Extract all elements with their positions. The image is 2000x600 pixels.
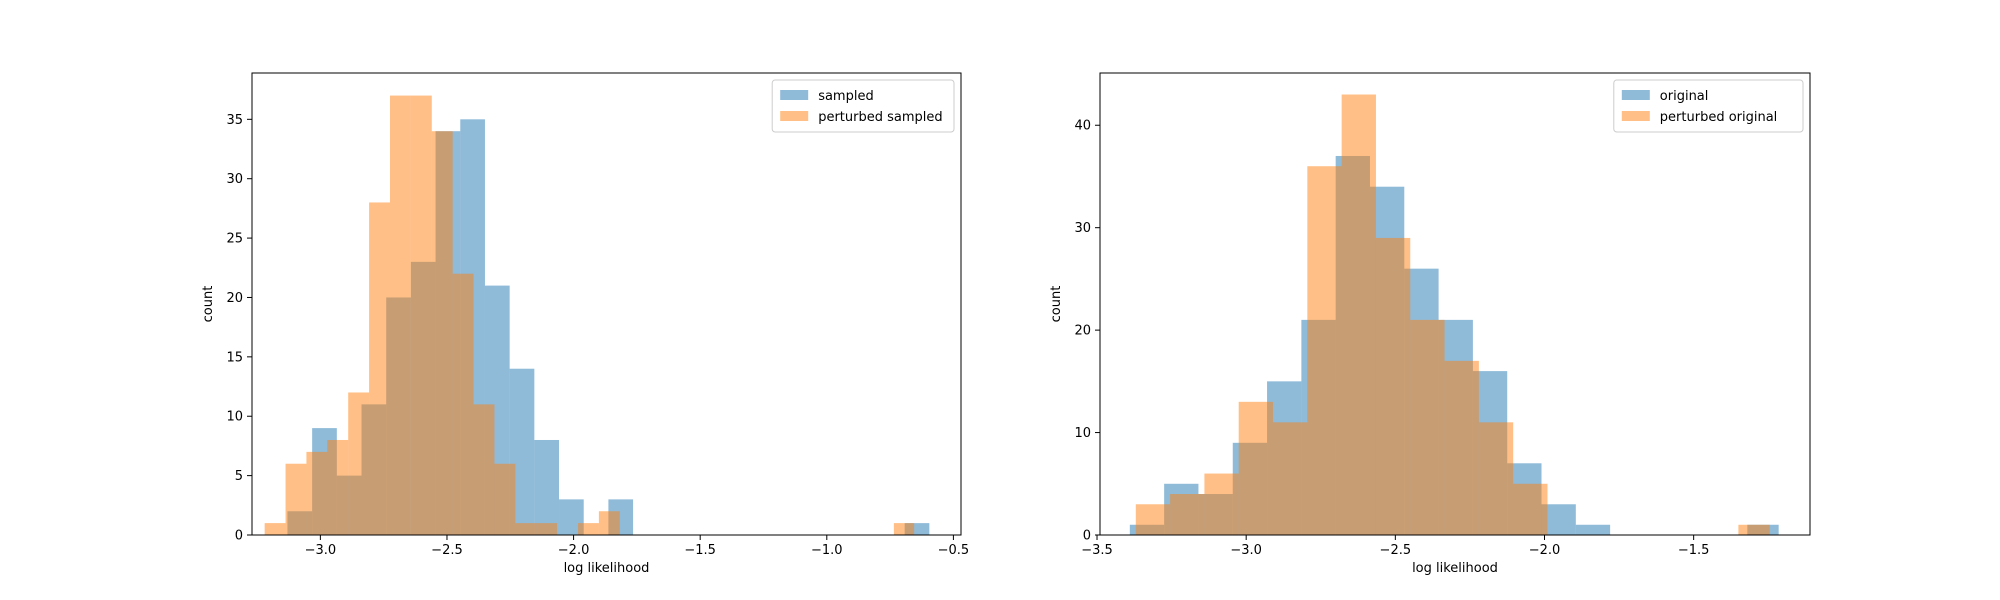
histogram-panel-2: −3.5 −3.0 −2.5 −2.0 −1.5 0 10 20 30 40 log likelih… — [1049, 72, 1811, 576]
histogram-panel-1: −3.0 −2.5 −2.0 −1.5 −1.0 −0.5 0 5 10 15 20 25 30 35 lo… — [201, 72, 970, 576]
legend-label: perturbed sampled — [818, 110, 942, 125]
plot-area — [264, 95, 930, 535]
y-tick-label: 20 — [226, 291, 243, 306]
series-2 — [264, 95, 915, 535]
bar — [1478, 422, 1514, 535]
x-tick-label: −2.0 — [558, 543, 590, 558]
x-tick-label: −3.0 — [305, 543, 337, 558]
y-axis: 0 10 20 30 40 — [1074, 119, 1100, 544]
series-2 — [1135, 94, 1770, 535]
x-axis: −3.5 −3.0 −2.5 −2.0 −1.5 — [1081, 535, 1709, 558]
y-tick-label: 40 — [1074, 119, 1091, 134]
legend-box — [1613, 79, 1804, 133]
bar — [904, 523, 930, 535]
axes-frame — [1099, 72, 1811, 536]
x-axis-label: log likelihood — [564, 561, 650, 576]
legend-box — [771, 79, 955, 133]
bar — [452, 273, 474, 535]
bar — [534, 439, 560, 535]
y-tick-label: 35 — [226, 113, 243, 128]
y-axis-label: count — [1049, 286, 1064, 323]
x-tick-label: −2.0 — [1529, 543, 1561, 558]
y-tick-label: 20 — [1074, 324, 1091, 339]
x-tick-label: −2.5 — [1380, 543, 1412, 558]
x-axis: −3.0 −2.5 −2.0 −1.5 −1.0 −0.5 — [305, 535, 970, 558]
bar — [369, 202, 390, 535]
bar — [327, 439, 349, 535]
y-tick-label: 10 — [1074, 426, 1091, 441]
y-tick-label: 5 — [235, 469, 243, 484]
bar — [598, 511, 620, 535]
bar — [306, 451, 328, 535]
y-tick-label: 30 — [226, 172, 243, 187]
y-tick-label: 0 — [1083, 529, 1091, 544]
bar — [1204, 473, 1239, 535]
bar — [285, 463, 307, 535]
legend-swatch — [1621, 90, 1650, 100]
bar — [1170, 494, 1205, 535]
legend-label: perturbed original — [1660, 110, 1778, 125]
bar — [264, 523, 286, 535]
y-tick-label: 10 — [226, 410, 243, 425]
y-axis: 0 5 10 15 20 25 30 35 — [226, 113, 252, 544]
bar — [515, 523, 537, 535]
x-tick-label: −2.5 — [431, 543, 463, 558]
y-tick-label: 15 — [226, 350, 243, 365]
bar — [390, 95, 411, 535]
bar — [1238, 401, 1274, 535]
bar — [410, 95, 432, 535]
legend-label: original — [1660, 89, 1709, 104]
x-tick-label: −3.5 — [1081, 543, 1113, 558]
bar — [1273, 422, 1308, 535]
bar — [1444, 360, 1479, 535]
bar — [494, 463, 516, 535]
bar — [348, 392, 370, 535]
bar — [905, 523, 915, 535]
y-axis-label: count — [201, 286, 216, 323]
bar — [1575, 524, 1611, 535]
bar — [893, 523, 906, 535]
x-axis-label: log likelihood — [1412, 561, 1498, 576]
y-tick-label: 25 — [226, 232, 243, 247]
bar — [1341, 94, 1376, 535]
axes-frame — [251, 72, 962, 536]
bar — [536, 523, 558, 535]
legend-swatch — [780, 90, 809, 100]
y-tick-label: 0 — [235, 529, 243, 544]
x-tick-label: −0.5 — [938, 543, 970, 558]
bar — [1738, 524, 1770, 535]
x-tick-label: −1.0 — [811, 543, 843, 558]
x-tick-label: −1.5 — [684, 543, 716, 558]
x-tick-label: −3.0 — [1230, 543, 1262, 558]
legend: original perturbed original — [1613, 79, 1804, 133]
bar — [473, 404, 495, 535]
y-tick-label: 30 — [1074, 221, 1091, 236]
bar — [1513, 483, 1548, 535]
bar — [578, 523, 599, 535]
legend: sampled perturbed sampled — [771, 79, 955, 133]
legend-swatch — [780, 111, 809, 121]
bar — [1375, 237, 1411, 535]
bar — [1410, 319, 1445, 535]
legend-label: sampled — [818, 89, 874, 104]
bar — [1307, 166, 1342, 535]
x-tick-label: −1.5 — [1678, 543, 1710, 558]
plot-area — [1129, 94, 1779, 536]
bar — [431, 131, 453, 535]
bar — [1135, 504, 1171, 535]
legend-swatch — [1621, 111, 1650, 121]
